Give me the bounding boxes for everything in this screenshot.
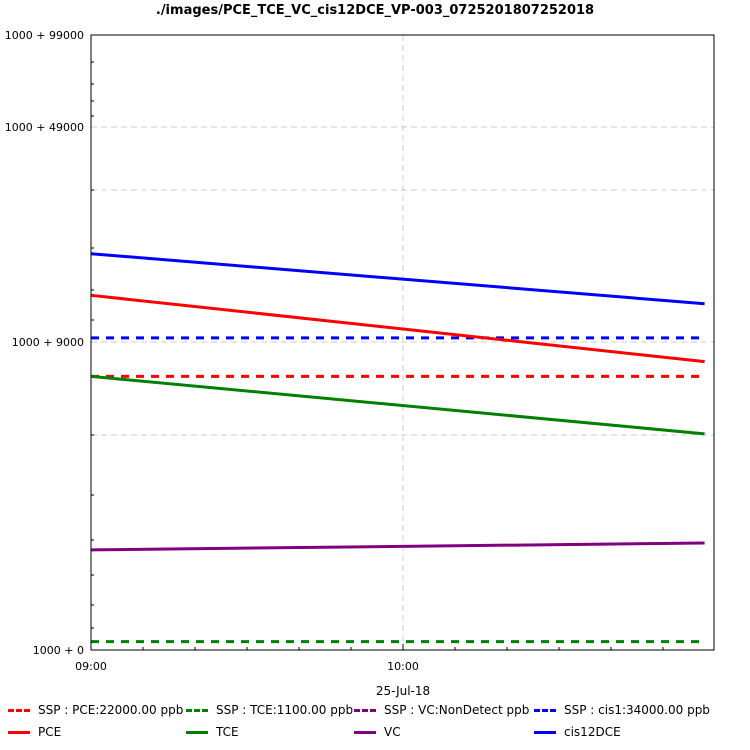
legend-item: SSP : cis1:34000.00 ppb — [534, 700, 710, 720]
legend-item: SSP : PCE:22000.00 ppb — [8, 700, 183, 720]
legend-label: SSP : PCE:22000.00 ppb — [38, 703, 184, 717]
x-tick-label: 09:00 — [75, 660, 107, 673]
chart: ./images/PCE_TCE_VC_cis12DCE_VP-003_0725… — [5, 3, 715, 698]
legend-item: SSP : TCE:1100.00 ppb — [186, 700, 353, 720]
y-axis-labels: 1000 + 0 1000 + 9000 1000 + 49000 1000 + 99… — [5, 29, 84, 657]
legend-swatch — [354, 708, 376, 712]
legend-swatch — [354, 730, 376, 734]
x-tick-label: 10:00 — [387, 660, 419, 673]
series-layer — [90, 252, 705, 644]
legend-label: SSP : TCE:1100.00 ppb — [216, 703, 354, 717]
minor-ticks — [91, 61, 664, 650]
y-tick-label: 1000 + 0 — [33, 644, 84, 657]
legend-swatch — [8, 708, 30, 712]
plot-frame — [90, 34, 715, 651]
legend-swatch — [534, 708, 556, 712]
series-line — [90, 541, 705, 552]
legend-item: SSP : VC:NonDetect ppb — [354, 700, 529, 720]
y-tick-label: 1000 + 99000 — [5, 29, 84, 42]
series-line — [90, 293, 705, 364]
legend-item: cis12DCE — [534, 722, 621, 742]
legend: SSP : PCE:22000.00 ppb SSP : TCE:1100.00 … — [0, 698, 750, 746]
y-tick-label: 1000 + 49000 — [5, 121, 84, 134]
legend-swatch — [534, 730, 556, 734]
legend-label: VC — [384, 725, 401, 739]
legend-swatch — [186, 708, 208, 712]
legend-swatch — [186, 730, 208, 734]
series-line — [90, 252, 705, 306]
y-tick-label: 1000 + 9000 — [12, 336, 84, 349]
x-axis-label: 25-Jul-18 — [376, 684, 430, 698]
legend-label: SSP : VC:NonDetect ppb — [384, 703, 530, 717]
legend-label: PCE — [38, 725, 62, 739]
series-line — [90, 374, 705, 436]
legend-label: SSP : cis1:34000.00 ppb — [564, 703, 710, 717]
x-axis-labels: 09:00 10:00 — [75, 660, 419, 673]
legend-item: PCE — [8, 722, 61, 742]
legend-label: TCE — [216, 725, 239, 739]
legend-item: VC — [354, 722, 401, 742]
legend-label: cis12DCE — [564, 725, 621, 739]
legend-item: TCE — [186, 722, 239, 742]
legend-swatch — [8, 730, 30, 734]
chart-title: ./images/PCE_TCE_VC_cis12DCE_VP-003_0725… — [156, 3, 594, 18]
grid — [90, 34, 715, 651]
